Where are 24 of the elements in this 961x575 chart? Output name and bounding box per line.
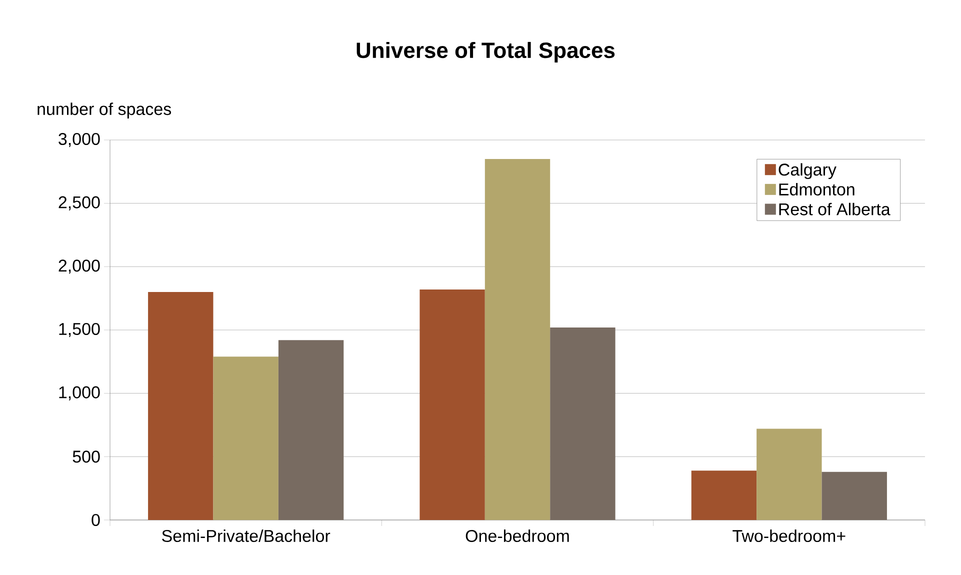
y-tick-label: 1,500: [59, 322, 100, 338]
bar: [691, 470, 757, 520]
x-tick-label: One-bedroom: [466, 530, 569, 542]
bar: [213, 356, 278, 520]
y-tick-label: 2,000: [58, 260, 100, 274]
legend-label: Rest of Alberta: [779, 202, 890, 216]
chart-title: Universe of Total Spaces: [356, 42, 615, 62]
y-tick-label: 500: [72, 450, 100, 463]
y-tick-label: 3,000: [58, 132, 100, 148]
legend-label: Calgary: [778, 163, 836, 180]
bar: [278, 340, 344, 520]
y-tick-label: 2,500: [58, 196, 100, 210]
x-tick-label: Two-bedroom+: [732, 530, 846, 542]
bar: [484, 158, 550, 520]
y-tick-label: 1,000: [59, 386, 100, 400]
bar: [822, 472, 887, 520]
bar: [148, 292, 214, 520]
bar: [420, 289, 485, 520]
y-axis-title: number of spaces: [38, 102, 172, 118]
bar: [756, 428, 822, 520]
y-tick-label: 0: [92, 514, 100, 526]
legend-label: Edmonton: [779, 183, 854, 196]
x-tick-label: Semi-Private/Bachelor: [162, 530, 330, 542]
bar: [550, 327, 616, 520]
